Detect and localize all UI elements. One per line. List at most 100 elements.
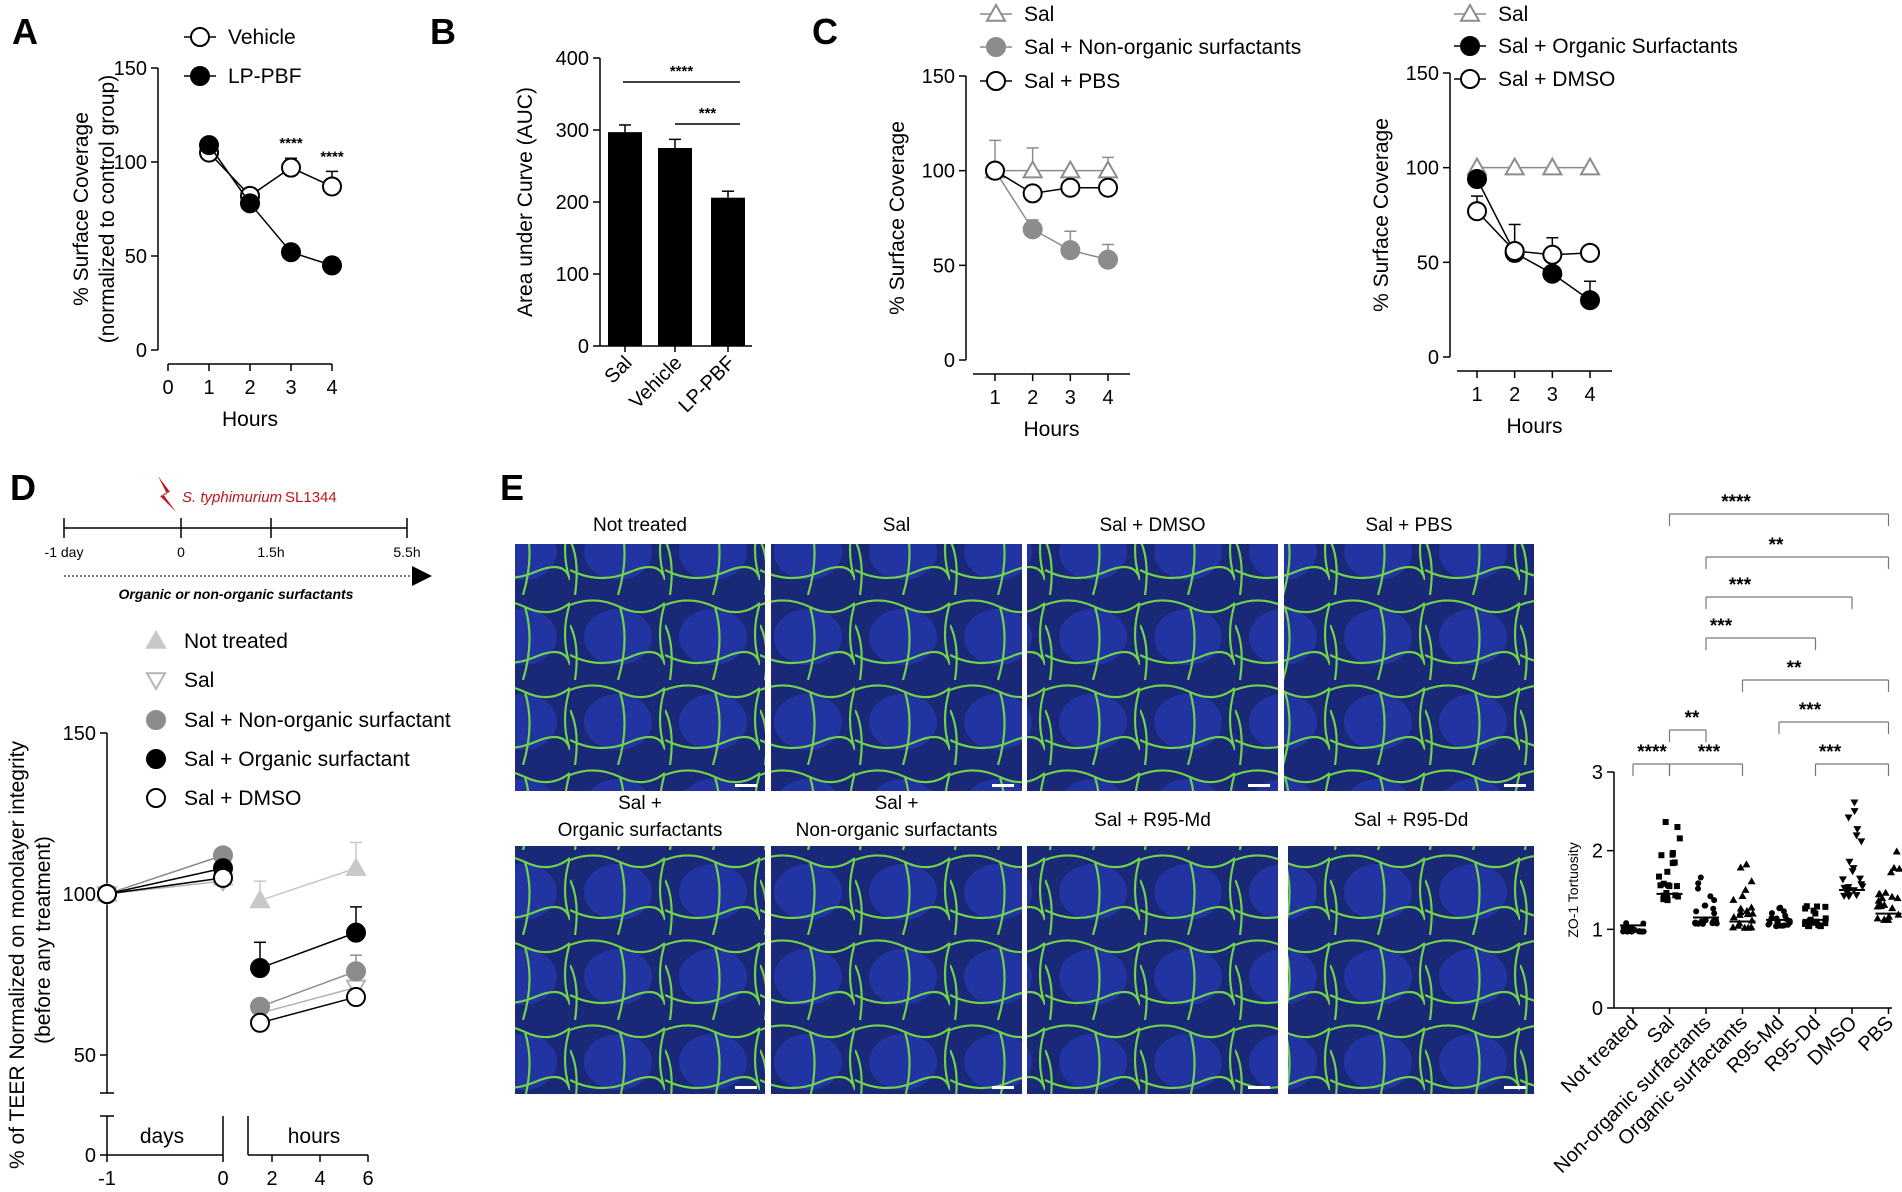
legend-label: Sal + PBS <box>1024 70 1120 93</box>
chartA-point <box>322 176 342 197</box>
chartE-point <box>1776 905 1783 912</box>
treatment-arrow-label: Organic or non-organic surfactants <box>119 586 354 602</box>
chartC1-point <box>1021 159 1044 179</box>
chartE-point <box>1810 907 1817 914</box>
chartE-point <box>1664 868 1671 875</box>
chartE-point <box>1858 883 1867 891</box>
chartE-point <box>1780 908 1787 915</box>
chartE-y-tick-label: 1 <box>1592 919 1603 941</box>
scale-bar <box>1248 1086 1270 1089</box>
chartB-y-tick-label: 0 <box>578 336 589 358</box>
chartE-point <box>1892 847 1901 855</box>
chartE-significance-label: ** <box>1787 658 1802 679</box>
chartD-segment-label-days: days <box>140 1125 184 1148</box>
scale-bar <box>1248 784 1270 787</box>
chartE-point <box>1873 902 1882 910</box>
legend-label: Sal + DMSO <box>184 787 301 810</box>
chartA-x-tick-label: 4 <box>326 377 337 399</box>
legend-label: Sal + Non-organic surfactant <box>184 709 451 732</box>
panel-letter-d: D <box>10 467 36 508</box>
chartE-point <box>1873 914 1882 922</box>
chartA-x-tick-label: 1 <box>203 377 214 399</box>
pathogen-name: S. typhimurium <box>182 489 282 506</box>
chartA-y-axis-title: % Surface Coverage <box>70 112 93 306</box>
chartE-point <box>1676 835 1683 842</box>
panel-letter-c: C <box>812 11 838 52</box>
chartC1-series-line <box>994 170 1109 261</box>
chartC2-y-tick-label: 150 <box>1406 63 1439 85</box>
chartD-x-tick-label: -1 <box>98 1168 116 1190</box>
legend-marker <box>190 66 210 86</box>
legend-label: LP-PBF <box>228 65 302 88</box>
chartC2-point <box>1467 169 1487 190</box>
chartB-x-tick-label: LP-PBF <box>674 352 739 417</box>
chartE-point <box>1880 915 1889 923</box>
micrograph-image <box>771 544 1022 791</box>
chartE-point <box>1710 918 1717 925</box>
chartC2-point <box>1467 201 1487 222</box>
chartE-point <box>1742 906 1751 914</box>
chartC2-point <box>1542 263 1563 284</box>
chartE-point <box>1711 897 1718 904</box>
chartA-series-line <box>208 152 333 197</box>
chartE-point <box>1740 923 1749 931</box>
scale-bar <box>1504 784 1526 787</box>
chartE-point <box>1738 892 1747 900</box>
chartB-y-tick-label: 100 <box>556 264 589 286</box>
chartD-x-tick-label: 2 <box>266 1168 277 1190</box>
chartE-point <box>1856 875 1865 883</box>
chartE-point <box>1626 927 1633 934</box>
arrow-head-icon <box>412 566 432 586</box>
scale-bar <box>735 784 757 787</box>
chartE-point <box>1748 909 1757 917</box>
chartE-point <box>1693 908 1700 915</box>
chartC1-point <box>1022 183 1043 204</box>
chartE-point <box>1747 923 1756 931</box>
chartD-x-tick-label: 6 <box>362 1168 373 1190</box>
legend-label: Sal <box>1024 3 1054 26</box>
chartE-x-tick-label: PBS <box>1854 1012 1898 1056</box>
chartE-point <box>1631 927 1638 934</box>
chartC2-point <box>1580 242 1600 263</box>
legend-marker <box>985 2 1007 22</box>
chartE-point <box>1890 863 1899 871</box>
chartB-y-tick-label: 300 <box>556 120 589 142</box>
chartE-point <box>1874 896 1883 904</box>
chartE-point <box>1850 799 1859 807</box>
chartE-point <box>1657 882 1664 889</box>
chartE-point <box>1784 921 1791 928</box>
chartC2-point <box>1541 156 1564 176</box>
timeline-tick-label: 1.5h <box>257 544 284 560</box>
chart-c-left: 0 50 100 150 1 2 3 4 Hours % Surface Coverage Sal S… <box>886 2 1301 441</box>
chartA-y-axis-subtitle: (normalized to control group) <box>96 75 119 343</box>
chartE-point <box>1822 915 1829 922</box>
chartA-x-tick-label: 0 <box>162 377 173 399</box>
chartC1-point <box>1060 177 1081 198</box>
chartB-y-tick-label: 200 <box>556 192 589 214</box>
micrograph-image <box>1288 846 1534 1094</box>
chartD-y-axis-subtitle: (before any treatment) <box>32 836 55 1044</box>
chartE-y-tick-label: 2 <box>1592 841 1603 863</box>
chartD-y-tick-label: 50 <box>74 1045 96 1067</box>
chartD-y-axis-title: % of TEER Normalized on monolayer integr… <box>6 741 29 1169</box>
chartE-significance-label: *** <box>1710 616 1733 637</box>
micrograph-label: Sal + R95-Dd <box>1354 810 1469 831</box>
legend-marker <box>190 27 210 47</box>
chartC2-series-line <box>1476 210 1591 256</box>
chartE-point <box>1660 896 1667 903</box>
chartE-significance-label: *** <box>1819 742 1842 763</box>
chartE-point <box>1893 894 1902 902</box>
chartC1-x-tick-label: 4 <box>1102 387 1113 409</box>
chartE-point <box>1747 877 1756 885</box>
chartC2-y-tick-label: 100 <box>1406 158 1439 180</box>
chartE-point <box>1697 874 1704 881</box>
chartE-significance-label: *** <box>1799 700 1822 721</box>
legend-label: Sal + Organic Surfactants <box>1498 35 1738 58</box>
chartE-point <box>1852 832 1861 840</box>
chartE-point <box>1747 903 1756 911</box>
chartE-point <box>1817 922 1824 929</box>
legend-marker <box>1460 69 1480 89</box>
legend-marker <box>145 672 167 692</box>
chartC2-point <box>1503 156 1526 176</box>
chartD-point <box>249 889 271 909</box>
